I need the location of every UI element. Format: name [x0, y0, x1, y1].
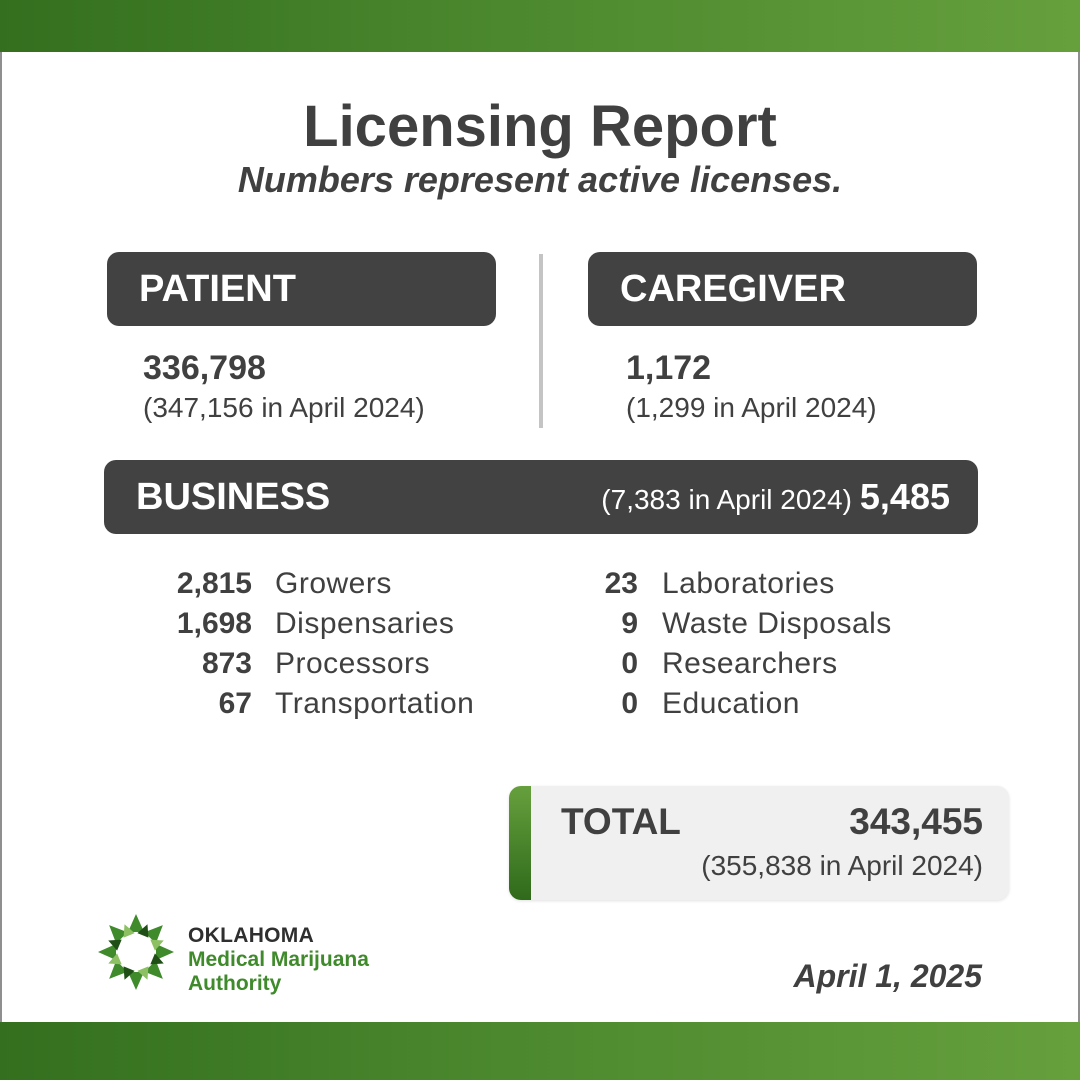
item-label: Researchers [662, 647, 838, 680]
item-label: Growers [275, 567, 392, 600]
business-header: BUSINESS (7,383 in April 2024) 5,485 [104, 460, 978, 534]
item-label: Processors [275, 647, 431, 680]
item-count: 9 [621, 607, 638, 640]
content-frame [0, 52, 1080, 1022]
total-count: 343,455 [849, 801, 983, 842]
patient-count: 336,798 [143, 349, 266, 387]
item-count: 873 [201, 647, 252, 680]
business-prior: (7,383 in April 2024) [601, 484, 852, 515]
item-label: Laboratories [662, 567, 835, 600]
patient-prior: (347,156 in April 2024) [143, 392, 425, 423]
item-label: Education [662, 687, 800, 720]
item-label: Transportation [275, 687, 475, 720]
caregiver-label: CAREGIVER [620, 268, 846, 310]
caregiver-count: 1,172 [626, 349, 712, 387]
caregiver-header: CAREGIVER [588, 252, 977, 326]
star-logo-icon [98, 914, 174, 990]
item-count: 1,698 [176, 607, 252, 640]
item-label: Dispensaries [275, 607, 455, 640]
item-count: 67 [218, 687, 252, 720]
total-accent-bar [509, 786, 531, 900]
business-summary: (7,383 in April 2024) 5,485 [601, 460, 950, 542]
item-count: 0 [621, 687, 638, 720]
total-prior: (355,838 in April 2024) [701, 850, 983, 881]
item-count: 2,815 [176, 567, 252, 600]
item-count: 0 [621, 647, 638, 680]
patient-label: PATIENT [139, 268, 296, 310]
caregiver-prior: (1,299 in April 2024) [626, 392, 877, 423]
logo-line-1: OKLAHOMA [188, 924, 315, 947]
patient-header: PATIENT [107, 252, 496, 326]
logo-wordmark: OKLAHOMA Medical Marijuana Authority [188, 924, 369, 996]
logo-line-3: Authority [188, 972, 282, 995]
bottom-band [0, 1022, 1080, 1080]
total-card: TOTAL 343,455 (355,838 in April 2024) [509, 786, 1009, 900]
logo-line-2: Medical Marijuana [188, 948, 369, 971]
item-label: Waste Disposals [662, 607, 892, 640]
item-count: 23 [604, 567, 638, 600]
total-label: TOTAL [561, 801, 681, 842]
page-subtitle: Numbers represent active licenses. [237, 159, 843, 200]
business-count: 5,485 [859, 476, 950, 517]
business-label: BUSINESS [136, 476, 331, 518]
top-band [0, 0, 1080, 52]
column-divider [539, 254, 543, 428]
report-date: April 1, 2025 [793, 958, 982, 994]
page-title: Licensing Report [303, 94, 777, 159]
